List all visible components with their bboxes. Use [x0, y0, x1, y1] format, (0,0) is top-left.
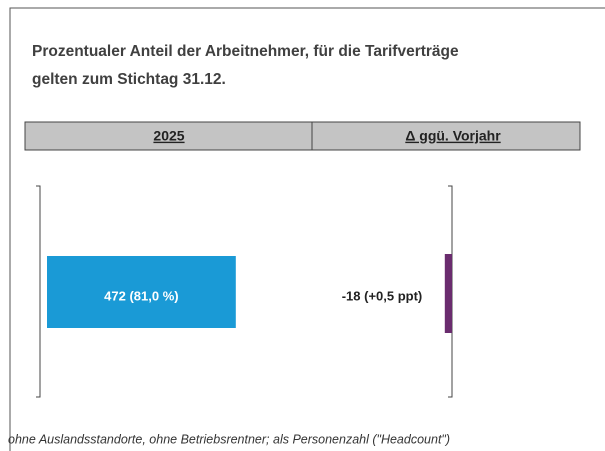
header-row: [24, 121, 581, 151]
bracket: [36, 185, 41, 398]
delta-label: -18 (+0,5 ppt): [342, 288, 423, 303]
frame: [9, 7, 605, 451]
column-header: Δ ggü. Vorjahr: [405, 128, 501, 144]
chart-title: gelten zum Stichtag 31.12.: [32, 71, 226, 88]
value-label: 472 (81,0 %): [104, 288, 178, 303]
column-header: 2025: [153, 128, 184, 144]
bar: [47, 256, 236, 328]
footnote: ohne Auslandsstandorte, ohne Betriebsren…: [8, 432, 450, 446]
chart-title: Prozentualer Anteil der Arbeitnehmer, fü…: [32, 43, 459, 60]
delta-bar: [444, 254, 452, 333]
